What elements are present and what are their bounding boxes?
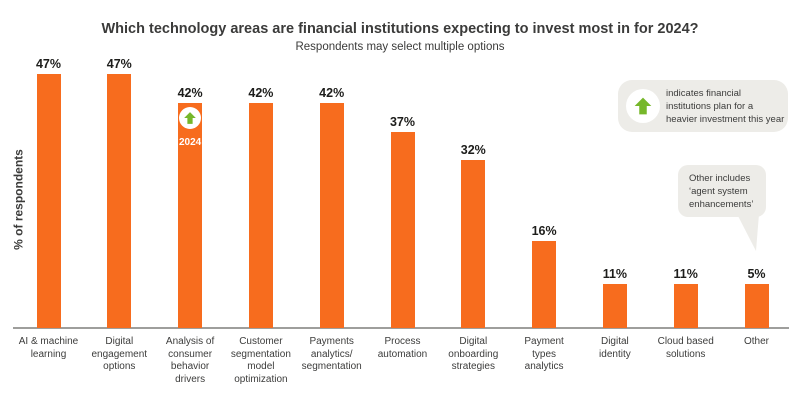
bar-value-label: 37% (389, 115, 416, 129)
bar-category-label: Digital identity (599, 336, 631, 360)
bar-value-label: 11% (673, 267, 698, 281)
green-up-arrow-icon (626, 89, 660, 123)
bar-category-label: Digital onboarding strategies (448, 336, 499, 372)
bar-category-label: Payments analytics/ segmentation (301, 336, 362, 372)
chart-subtitle: Respondents may select multiple options (295, 41, 505, 53)
bar-value-label: 16% (531, 224, 557, 238)
highlight-year-label: 2024 (178, 137, 202, 148)
bar (36, 74, 61, 328)
bar-category-label: Payment types analytics (524, 336, 564, 372)
bar (744, 284, 769, 328)
bar-category-label: Other (743, 336, 769, 347)
bar-value-label: 47% (106, 57, 132, 71)
bar (390, 132, 415, 328)
bar-category-label: Cloud based solutions (657, 336, 714, 360)
chart-title: Which technology areas are financial ins… (101, 21, 699, 37)
bar (107, 74, 132, 328)
bar-category-label: AI & machine learning (18, 336, 79, 360)
bar-value-label: 32% (460, 143, 486, 157)
bar-value-label: 42% (319, 86, 345, 100)
bar-value-label: 5% (747, 267, 766, 281)
arrow-legend-text: indicates financial institutions plan fo… (666, 88, 785, 125)
green-up-arrow-icon (179, 107, 202, 129)
arrow-legend-callout: indicates financial institutions plan fo… (618, 80, 788, 132)
bar-category-label: Process automation (377, 336, 428, 360)
bar-category-label: Digital engagement options (91, 336, 148, 372)
bar (461, 160, 486, 328)
bar (248, 103, 273, 328)
bar-value-label: 42% (177, 86, 203, 100)
bar-category-label: Analysis of consumer behavior drivers (165, 336, 215, 385)
bar (673, 284, 698, 328)
bar (602, 284, 627, 328)
other-note-callout: Other includes ‘agent system enhancement… (678, 165, 766, 217)
callout-tail (737, 214, 759, 251)
bar (532, 241, 557, 328)
bar-value-label: 11% (602, 267, 628, 281)
other-note-text: Other includes ‘agent system enhancement… (689, 173, 754, 210)
bar (319, 103, 344, 328)
bar-value-label: 42% (248, 86, 274, 100)
bar (178, 103, 203, 328)
bar-value-label: 47% (35, 57, 62, 71)
bar-category-label: Customer segmentation model optimization (230, 336, 291, 385)
